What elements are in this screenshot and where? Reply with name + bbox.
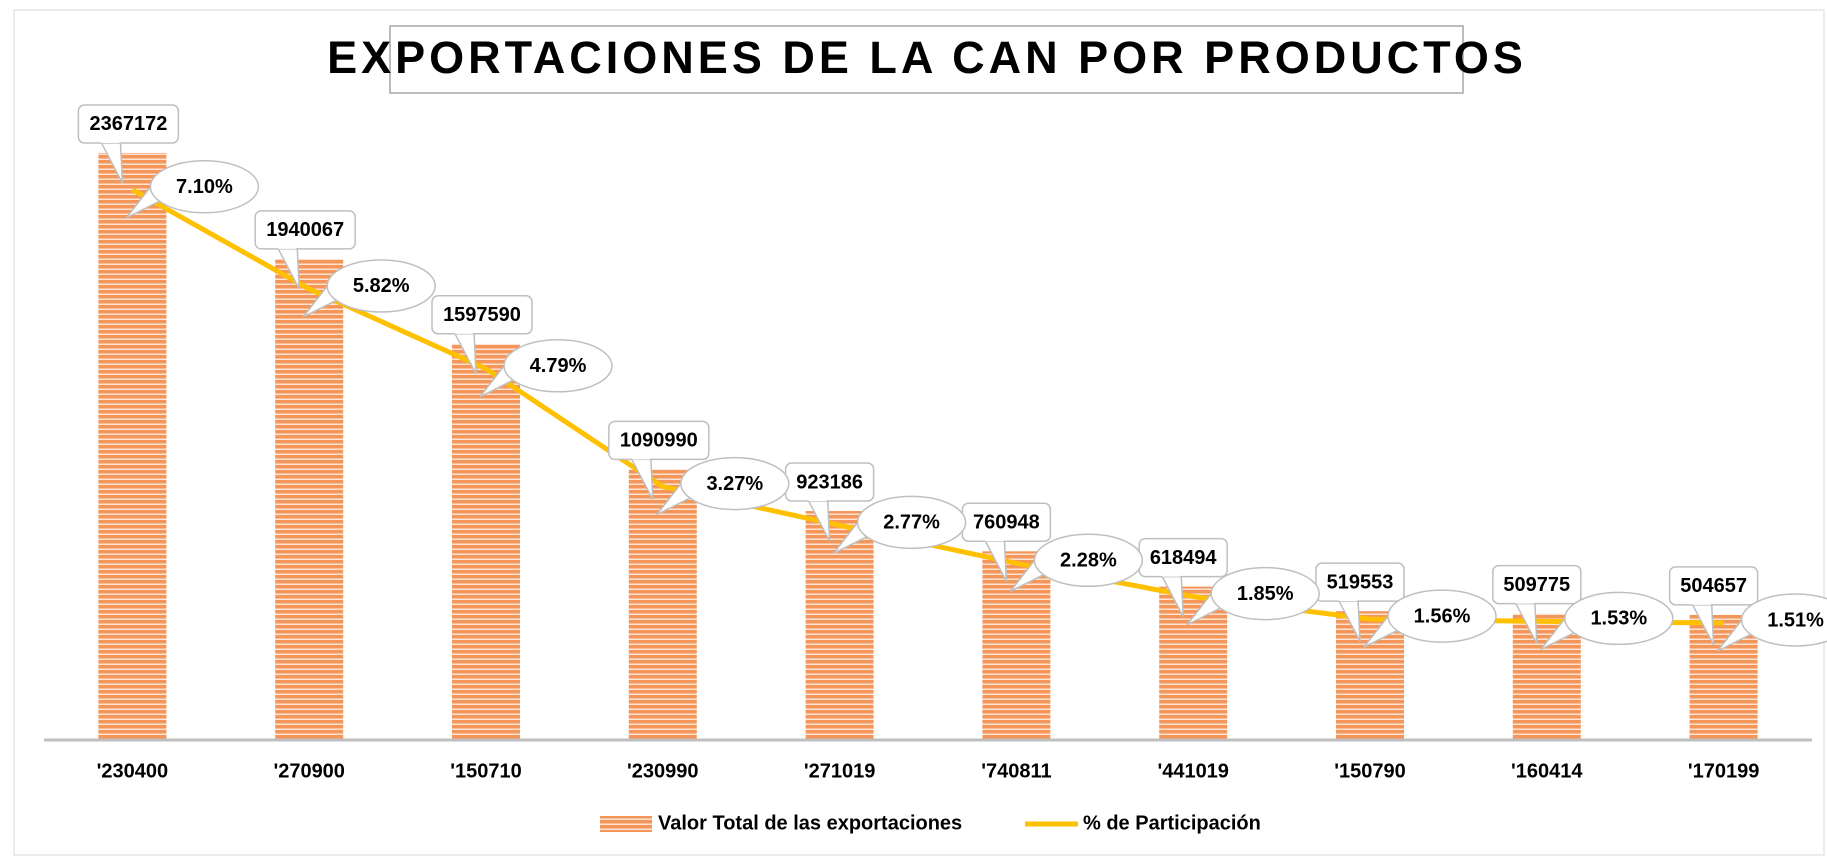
callout-pointer	[983, 538, 1008, 582]
bar-value-label: 1090990	[620, 430, 698, 452]
callout-cover	[631, 455, 650, 460]
callout-cover	[278, 244, 297, 249]
callout-box	[77, 104, 180, 144]
callout-cover	[985, 537, 1004, 542]
x-tick-label: '160414	[1511, 760, 1583, 782]
callout-pointer	[1160, 574, 1184, 617]
bar-value-label: 509775	[1503, 574, 1570, 596]
callout-pointer	[99, 140, 124, 184]
x-tick-label: '740811	[981, 760, 1051, 782]
callout-box	[431, 295, 533, 335]
callout-bubble	[326, 259, 436, 313]
callout-bubble	[503, 339, 613, 393]
legend-label: % de Participación	[1083, 812, 1261, 834]
x-tick-label: '170199	[1688, 760, 1760, 782]
line-value-label: 2.28%	[1060, 550, 1117, 572]
callout-box	[1492, 564, 1582, 605]
bar-value-label: 760948	[973, 512, 1040, 534]
callout-bubble	[1210, 566, 1320, 621]
x-tick-label: '230990	[627, 760, 699, 782]
line-value-label: 1.53%	[1590, 608, 1647, 630]
x-tick-label: '270900	[273, 760, 345, 782]
bar-value-label: 618494	[1150, 547, 1218, 569]
bar	[452, 343, 520, 740]
line-value-label: 2.77%	[883, 512, 940, 534]
bar-value-label: 1940067	[266, 219, 344, 241]
callout-cover	[1162, 572, 1181, 577]
bar-value-label: 504657	[1680, 575, 1747, 597]
line-value-label: 1.85%	[1237, 583, 1294, 605]
chart-title: EXPORTACIONES DE LA CAN POR PRODUCTOS	[327, 32, 1527, 83]
callout-pointer	[630, 457, 654, 500]
line-value-label: 1.56%	[1414, 605, 1471, 627]
line-value-label: 5.82%	[353, 275, 410, 297]
bar-value-label: 923186	[796, 471, 863, 493]
bar-value-label: 1597590	[443, 304, 521, 326]
x-tick-label: '150710	[450, 760, 522, 782]
callout-box	[254, 210, 356, 250]
callout-pointer	[1690, 602, 1715, 646]
line-value-label: 1.51%	[1767, 609, 1824, 631]
callout-pointer	[1514, 601, 1538, 644]
bar	[1159, 586, 1228, 740]
bar	[98, 152, 167, 740]
callout-box	[1315, 562, 1405, 602]
bar	[628, 469, 697, 740]
bar	[275, 258, 344, 740]
callout-pointer	[806, 498, 831, 542]
bar-value-label: 2367172	[89, 113, 167, 135]
callout-cover	[808, 497, 827, 502]
callout-box	[1668, 566, 1759, 606]
line-value-label: 7.10%	[176, 176, 233, 198]
callout-cover	[1339, 597, 1357, 602]
x-tick-label: '230400	[97, 760, 169, 782]
callout-bubble	[1740, 593, 1827, 647]
callout-pointer	[1337, 598, 1361, 642]
bar	[982, 551, 1051, 740]
callout-cover	[101, 138, 120, 143]
callout-bubble	[1387, 589, 1497, 643]
legend-swatch	[600, 816, 652, 832]
callout-pointer	[453, 331, 477, 375]
callout-pointer	[276, 246, 300, 290]
callout-cover	[1515, 599, 1534, 604]
x-tick-label: '150790	[1334, 760, 1406, 782]
callout-bubble	[856, 495, 967, 550]
callout-bubble	[1564, 591, 1674, 646]
callout-bubble	[149, 160, 260, 214]
callout-bubble	[680, 456, 790, 511]
callout-bubble	[1033, 533, 1144, 588]
title-box	[389, 25, 1464, 94]
callout-box	[608, 420, 710, 461]
callout-cover	[1692, 600, 1711, 605]
line-value-label: 4.79%	[530, 355, 587, 377]
callout-cover	[455, 329, 473, 334]
x-tick-label: '271019	[804, 760, 876, 782]
x-tick-label: '441019	[1157, 760, 1229, 782]
legend-label: Valor Total de las exportaciones	[658, 812, 962, 834]
bar-value-label: 519553	[1327, 571, 1394, 593]
line-value-label: 3.27%	[706, 473, 763, 495]
